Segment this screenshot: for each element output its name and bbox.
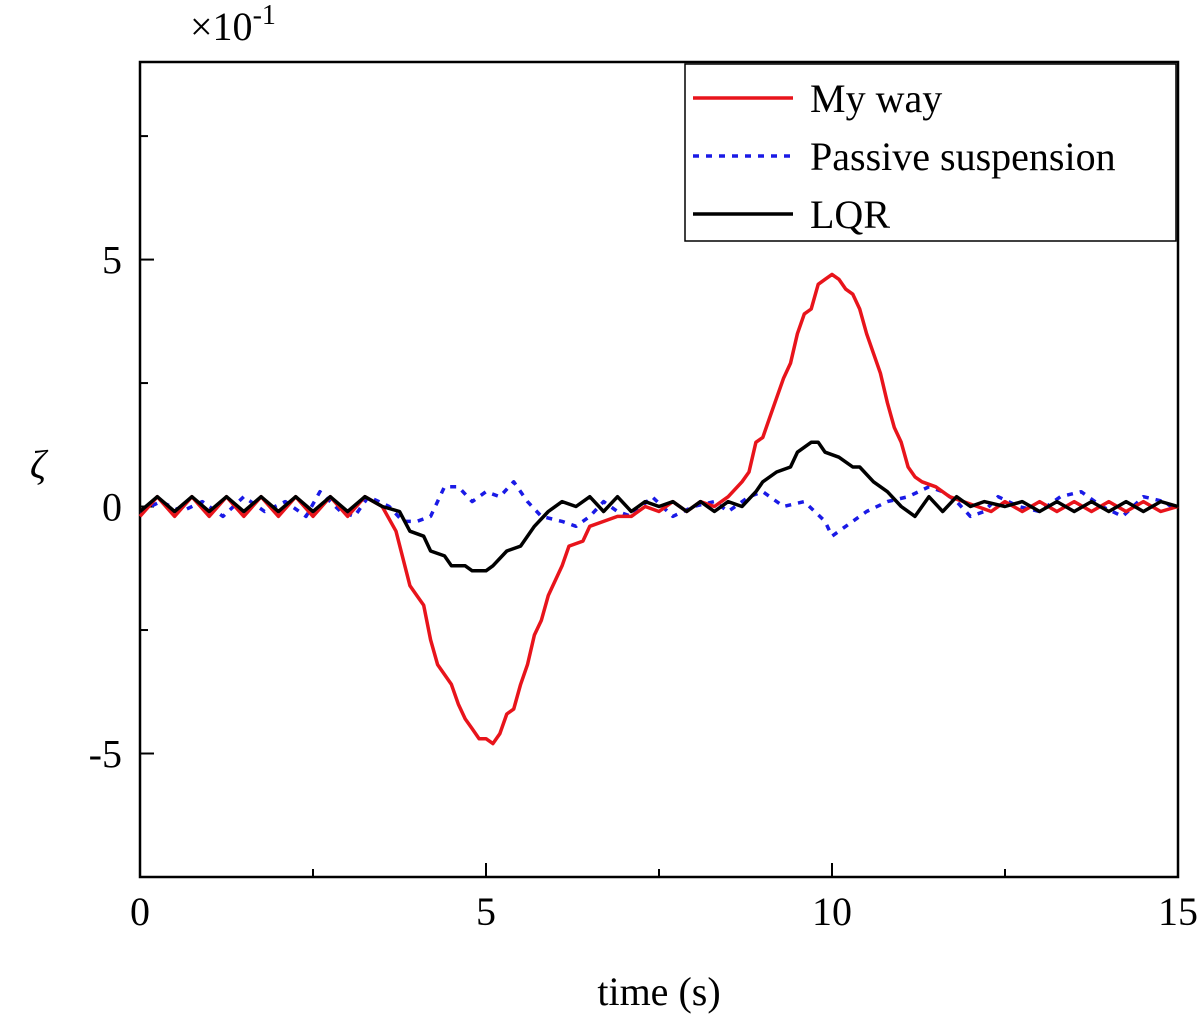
legend-label: My way (810, 76, 942, 121)
y-axis-multiplier-exponent: -1 (253, 0, 276, 31)
legend: My way Passive suspension LQR (684, 63, 1177, 242)
y-axis-title: ζ (30, 442, 49, 487)
legend-box (684, 63, 1177, 242)
x-tick-label: 5 (476, 889, 496, 934)
x-tick-label: 15 (1158, 889, 1198, 934)
series-line-lqr (138, 440, 1179, 573)
x-tick-label: 10 (812, 889, 852, 934)
y-axis-multiplier-base: ×10 (190, 4, 253, 49)
y-tick-label: -5 (89, 732, 122, 777)
legend-label: Passive suspension (810, 134, 1116, 179)
series-line-passive-suspension (139, 480, 1180, 538)
y-tick-label: 5 (102, 238, 122, 283)
series-layer (138, 272, 1180, 746)
x-tick-label: 0 (130, 889, 150, 934)
axes-layer: 0 5 10 15 -5 0 5 (89, 60, 1198, 934)
y-axis-multiplier: ×10-1 (190, 0, 276, 49)
y-tick-label: 0 (102, 485, 122, 530)
x-axis-title: time (s) (597, 969, 720, 1014)
legend-label: LQR (810, 192, 890, 237)
